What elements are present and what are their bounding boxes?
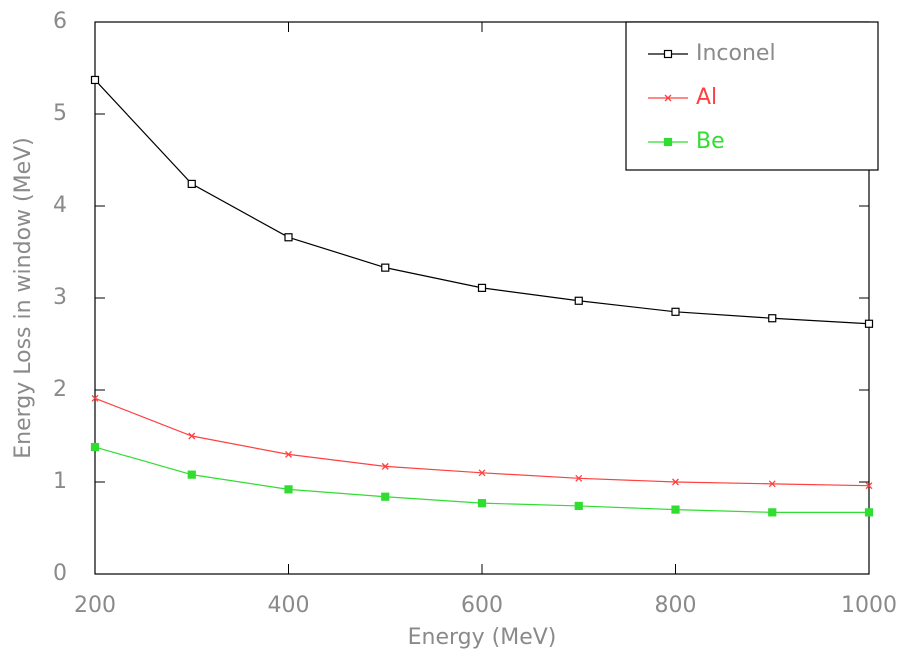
- marker: [671, 307, 680, 316]
- x-tick-label: 800: [655, 593, 697, 618]
- marker: [477, 283, 487, 292]
- marker: [284, 485, 293, 494]
- legend-marker: [663, 49, 673, 59]
- y-tick-label: 1: [53, 469, 67, 494]
- marker: [477, 499, 487, 508]
- y-tick-label: 2: [53, 377, 67, 402]
- marker: [188, 432, 196, 440]
- marker: [768, 480, 776, 488]
- marker: [90, 75, 100, 85]
- x-axis-label: Energy (MeV): [408, 625, 557, 650]
- y-axis-label: Energy Loss in window (MeV): [11, 137, 36, 459]
- x-tick-label: 400: [268, 593, 310, 618]
- y-tick-label: 5: [53, 101, 67, 126]
- marker: [671, 505, 680, 514]
- marker: [864, 319, 874, 328]
- y-tick-label: 4: [53, 193, 67, 218]
- legend-label: Inconel: [696, 41, 776, 66]
- marker: [864, 508, 874, 517]
- marker: [381, 492, 390, 501]
- x-tick-label: 600: [461, 593, 503, 618]
- y-tick-label: 6: [53, 9, 67, 34]
- marker: [865, 482, 873, 490]
- marker: [768, 508, 777, 517]
- marker: [90, 442, 100, 452]
- y-tick-label: 3: [53, 285, 67, 310]
- marker: [381, 462, 389, 470]
- legend-marker: [664, 94, 672, 102]
- marker: [672, 478, 679, 486]
- y-tick-label: 0: [53, 561, 67, 586]
- x-tick-label: 200: [74, 593, 116, 618]
- marker: [381, 263, 390, 272]
- legend-label: Al: [696, 85, 717, 110]
- legend-label: Be: [696, 129, 725, 154]
- marker: [91, 394, 99, 402]
- x-tick-label: 1000: [841, 593, 897, 618]
- marker: [575, 474, 583, 482]
- marker: [187, 179, 196, 189]
- legend-marker: [663, 137, 673, 147]
- marker: [284, 233, 293, 242]
- marker: [478, 469, 486, 477]
- marker: [285, 450, 292, 458]
- marker: [574, 296, 583, 305]
- marker: [768, 314, 777, 323]
- marker: [187, 470, 196, 479]
- marker: [574, 501, 583, 511]
